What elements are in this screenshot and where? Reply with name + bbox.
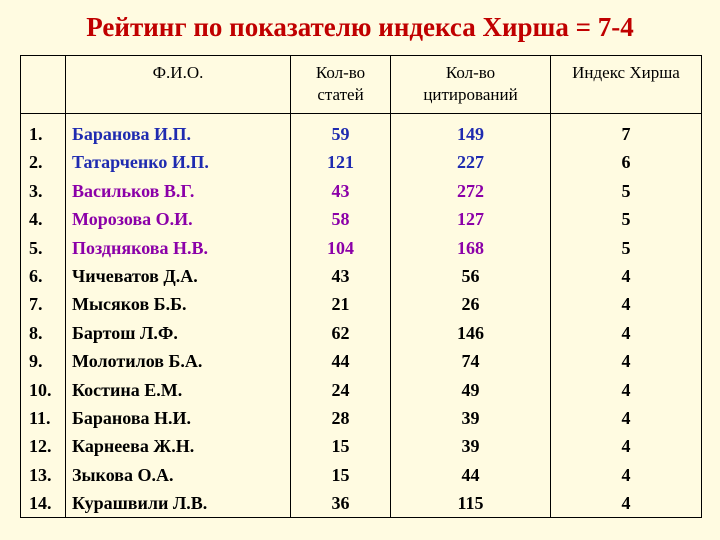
- hirsch-index-value: 4: [621, 493, 631, 514]
- citation-count: 272: [457, 180, 484, 201]
- hirsch-index-value: 4: [621, 294, 631, 315]
- citation-count: 168: [457, 237, 484, 258]
- hirsch-index-value: 5: [621, 209, 631, 230]
- author-name: Чичеватов Д.А.: [72, 265, 198, 286]
- article-count: 62: [331, 322, 350, 343]
- author-name: Карнеева Ж.Н.: [72, 436, 195, 457]
- hirsch-index-value: 4: [621, 436, 631, 457]
- name-column: Баранова И.П. Татарченко И.П. Васильков В.…: [65, 112, 291, 519]
- article-count: 104: [327, 237, 354, 258]
- citation-count: 149: [457, 124, 484, 144]
- row-number: 3.: [29, 180, 43, 201]
- citation-count: 49: [461, 379, 480, 400]
- author-name: Мысяков Б.Б.: [72, 294, 187, 315]
- author-name: Баранова И.П.: [72, 124, 192, 144]
- hirsch-index-value: 4: [621, 322, 631, 343]
- hirsch-index-value: 4: [621, 407, 631, 428]
- page-title: Рейтинг по показателю индекса Хирша = 7-…: [86, 12, 634, 42]
- row-number: 5.: [29, 237, 43, 258]
- hirsch-index-value: 4: [621, 351, 631, 372]
- hirsch-column: 7 6 5 5 5 4 4 4 4 4 4 4 4 4: [550, 112, 702, 519]
- header-number: [20, 55, 66, 114]
- header-citations-line1: Кол-во: [445, 63, 496, 82]
- author-name: Курашвили Л.В.: [72, 493, 208, 514]
- author-name: Морозова О.И.: [72, 209, 193, 230]
- row-number: 2.: [29, 152, 43, 173]
- number-column: 1. 2. 3. 4. 5. 6. 7. 8. 9. 10. 11. 12. 13. 14.: [20, 112, 66, 519]
- row-number: 1.: [29, 124, 43, 144]
- article-count: 59: [331, 124, 350, 144]
- row-number: 14.: [29, 493, 52, 514]
- author-name: Молотилов Б.А.: [72, 351, 203, 372]
- author-name: Баранова Н.И.: [72, 407, 192, 428]
- citation-count: 39: [461, 407, 480, 428]
- header-articles-line2: статей: [317, 85, 364, 104]
- hirsch-index-value: 4: [621, 265, 631, 286]
- author-name: Костина Е.М.: [72, 379, 183, 400]
- citation-count: 227: [457, 152, 484, 173]
- author-name: Зыкова О.А.: [72, 464, 174, 485]
- header-articles-line1: Кол-во: [315, 63, 366, 82]
- article-count: 36: [331, 493, 350, 514]
- citation-count: 44: [461, 464, 480, 485]
- row-number: 4.: [29, 209, 43, 230]
- article-count: 43: [331, 265, 350, 286]
- header-hirsch-index: Индекс Хирша: [550, 55, 702, 114]
- article-count: 24: [331, 379, 350, 400]
- header-name: Ф.И.О.: [65, 55, 291, 114]
- row-number: 13.: [29, 464, 52, 485]
- row-number: 10.: [29, 379, 52, 400]
- citation-count: 39: [461, 436, 480, 457]
- article-count: 44: [331, 351, 350, 372]
- header-citations-line2: цитирований: [423, 85, 518, 104]
- article-count: 21: [331, 294, 350, 315]
- author-name: Татарченко И.П.: [72, 152, 209, 173]
- hirsch-index-value: 7: [621, 124, 631, 144]
- hirsch-rating-table: Ф.И.О. Кол-во статей Кол-во цитирований …: [20, 55, 702, 519]
- citation-count: 74: [461, 351, 480, 372]
- hirsch-index-value: 6: [621, 152, 631, 173]
- row-number: 12.: [29, 436, 52, 457]
- hirsch-index-value: 4: [621, 379, 631, 400]
- article-count: 15: [331, 464, 350, 485]
- article-count: 121: [327, 152, 354, 173]
- citation-count: 26: [461, 294, 480, 315]
- row-number: 9.: [29, 351, 43, 372]
- article-count: 15: [331, 436, 350, 457]
- row-number: 6.: [29, 265, 43, 286]
- articles-column: 59 121 43 58 104 43 21 62 44 24 28 15 15 36: [290, 112, 391, 519]
- article-count: 58: [331, 209, 350, 230]
- table-header-row: Ф.И.О. Кол-во статей Кол-во цитирований …: [20, 55, 702, 114]
- citations-column: 149 227 272 127 168 56 26 146 74 49 39 39 44 115: [390, 112, 551, 519]
- citation-count: 56: [461, 265, 480, 286]
- hirsch-index-value: 5: [621, 180, 631, 201]
- hirsch-index-value: 5: [621, 237, 631, 258]
- row-number: 11.: [29, 407, 51, 428]
- article-count: 43: [331, 180, 350, 201]
- article-count: 28: [331, 407, 350, 428]
- author-name: Васильков В.Г.: [72, 180, 195, 201]
- citation-count: 127: [457, 209, 484, 230]
- header-articles: Кол-во статей: [290, 55, 391, 114]
- header-citations: Кол-во цитирований: [390, 55, 551, 114]
- row-number: 8.: [29, 322, 43, 343]
- author-name: Бартош Л.Ф.: [72, 322, 178, 343]
- hirsch-index-value: 4: [621, 464, 631, 485]
- citation-count: 115: [457, 493, 484, 514]
- citation-count: 146: [457, 322, 484, 343]
- author-name: Позднякова Н.В.: [72, 237, 209, 258]
- row-number: 7.: [29, 294, 43, 315]
- table-body-row: 1. 2. 3. 4. 5. 6. 7. 8. 9. 10. 11. 12. 13. 14. Барано…: [20, 112, 702, 519]
